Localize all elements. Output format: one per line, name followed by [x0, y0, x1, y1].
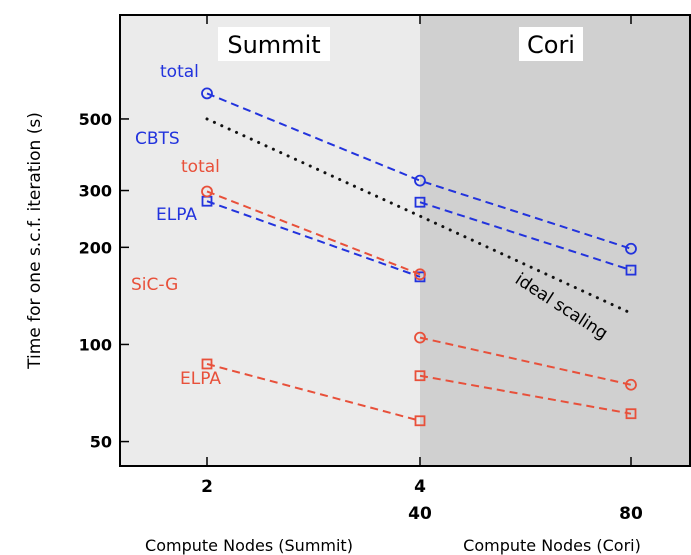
x-tick-label-summit-4: 4 — [414, 477, 426, 497]
plot-frame — [119, 14, 691, 467]
series-line-sicg-elpa-0 — [206, 362, 421, 422]
y-tick-label-200: 200 — [79, 238, 112, 257]
x-axis-label-summit: Compute Nodes (Summit) — [145, 536, 353, 555]
annotation-sicg-total: total — [181, 157, 220, 177]
point-sicg-elpa-2 — [414, 370, 426, 382]
annotation-cbts: CBTS — [135, 129, 180, 149]
point-sicg-total-1 — [414, 268, 426, 281]
x-tick-label-cori-40: 40 — [408, 504, 432, 524]
x-axis-label-cori: Compute Nodes (Cori) — [463, 536, 641, 555]
series-line-cbts-elpa-1 — [419, 201, 632, 272]
data-series — [201, 87, 637, 427]
series-line-sicg-elpa-1 — [419, 374, 632, 415]
plot-frame-border — [119, 14, 691, 467]
annotation-cbts-elpa: ELPA — [156, 205, 197, 225]
y-tick-label-300: 300 — [79, 182, 112, 201]
y-tick-label-500: 500 — [79, 110, 112, 129]
x-tick-label-summit-2: 2 — [201, 477, 213, 497]
region-label-summit: Summit — [227, 31, 320, 59]
annotation-cbts-total: total — [160, 62, 199, 82]
axis-ticks — [120, 15, 632, 466]
point-sicg-total-0 — [201, 185, 213, 198]
y-tick-label-50: 50 — [90, 433, 112, 452]
point-cbts-total-1 — [414, 174, 426, 187]
series-line-cbts-total-0 — [206, 92, 632, 250]
point-sicg-total-3 — [625, 378, 637, 391]
point-cbts-elpa-3 — [625, 264, 637, 276]
point-sicg-elpa-3 — [625, 408, 637, 420]
point-sicg-total-2 — [414, 331, 426, 344]
point-cbts-elpa-2 — [414, 196, 426, 208]
region-backgrounds — [120, 15, 691, 466]
y-tick-label-100: 100 — [79, 335, 112, 354]
x-tick-label-cori-80: 80 — [619, 504, 643, 524]
series-line-cbts-elpa-0 — [206, 200, 421, 278]
ideal-scaling-line — [205, 117, 633, 315]
series-line-sicg-total-1 — [419, 336, 632, 386]
point-cbts-total-0 — [201, 87, 213, 100]
region-cori-bg — [420, 15, 691, 466]
point-sicg-elpa-1 — [414, 415, 426, 427]
region-label-box-cori — [519, 27, 583, 61]
region-label-box-summit — [218, 27, 330, 61]
y-axis-label: Time for one s.c.f. iteration (s) — [25, 112, 45, 370]
annotation-sicg: SiC-G — [131, 275, 178, 295]
region-label-cori: Cori — [527, 31, 575, 59]
ideal-scaling-line — [205, 117, 633, 315]
annotation-sicg-elpa: ELPA — [180, 369, 221, 389]
point-sicg-elpa-0 — [201, 358, 213, 370]
region-summit-bg — [120, 15, 420, 466]
point-cbts-total-2 — [625, 242, 637, 255]
